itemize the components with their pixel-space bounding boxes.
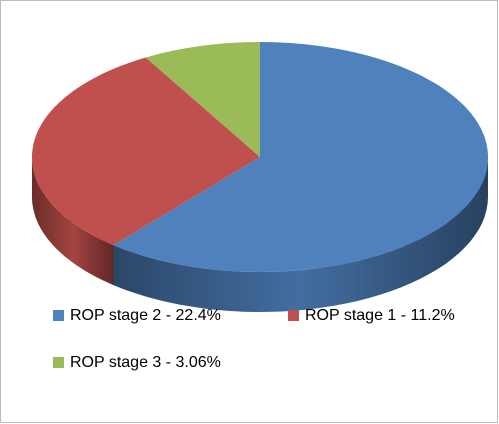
- slice-side: [32, 157, 114, 286]
- legend-label: ROP stage 3 - 3.06%: [70, 354, 221, 371]
- legend-label: ROP stage 1 - 11.2%: [305, 307, 455, 324]
- legend-label: ROP stage 2 - 22.4%: [70, 307, 221, 324]
- slice: [113, 42, 488, 272]
- slice-side: [113, 157, 488, 312]
- legend-swatch: [53, 310, 64, 321]
- slice: [32, 57, 260, 246]
- slice: [145, 42, 260, 157]
- legend-swatch: [53, 357, 64, 368]
- legend-swatch: [288, 310, 299, 321]
